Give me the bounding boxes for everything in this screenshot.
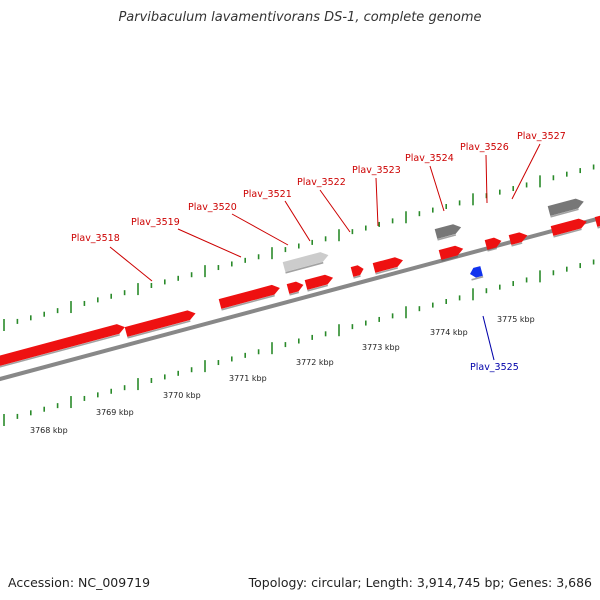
gene-arrow-body [286, 281, 304, 294]
genome-summary-text: Topology: circular; Length: 3,914,745 bp… [248, 575, 592, 590]
gene-arrow-shadow [289, 291, 300, 296]
gene-callout-line [231, 213, 289, 246]
backbone-line [0, 216, 600, 382]
gene-arrow-other-shadow [550, 208, 579, 218]
gene-label-Plav_3522: Plav_3522 [297, 177, 346, 188]
gene-callout-line [482, 315, 495, 361]
gene-callout-line [109, 246, 153, 282]
gene-label-Plav_3527: Plav_3527 [517, 131, 566, 142]
gene-arrow-shadow [221, 294, 275, 311]
gene-arrow-shadow [511, 242, 523, 247]
gene-arrow-reverse [470, 266, 484, 281]
gene-arrow [508, 232, 528, 247]
gene-arrow [218, 284, 280, 311]
gene-arrow [286, 281, 304, 296]
gene-arrow-body [594, 213, 600, 227]
gene-arrow-shadow [353, 275, 361, 279]
gene-arrow-other [434, 224, 462, 241]
gene-arrow-other-shadow [285, 261, 324, 274]
gene-arrow-body [484, 237, 502, 250]
gene-arrow [484, 237, 502, 252]
gene-arrow [304, 274, 334, 292]
gene-label-Plav_3523: Plav_3523 [352, 165, 401, 176]
gene-arrow [594, 213, 600, 229]
gene-arrow-shadow [307, 284, 329, 292]
gene-label-Plav_3518: Plav_3518 [71, 233, 120, 244]
map-title: Parvibaculum lavamentivorans DS-1, compl… [118, 10, 482, 25]
kbp-label: 3769 kbp [96, 408, 134, 417]
gene-arrow-other-body [434, 224, 462, 239]
kbp-scale-labels: 3768 kbp 3769 kbp 3770 kbp 3771 kbp 3772 kbp… [30, 315, 535, 435]
gene-arrow-reverse-shadow [471, 275, 484, 281]
gene-arrow-body [550, 218, 587, 236]
gene-arrow-body [350, 265, 364, 277]
gene-arrow-shadow [375, 267, 398, 275]
gene-arrow [124, 310, 196, 339]
gene-arrow-body [438, 245, 464, 260]
kbp-label: 3771 kbp [229, 374, 267, 383]
gene-label-Plav_3524: Plav_3524 [405, 153, 454, 164]
gene-callout-line [177, 228, 242, 258]
upper-tick-track [3, 164, 595, 331]
gene-arrow-reverse-body [470, 266, 483, 278]
gene-label-Plav_3519: Plav_3519 [131, 217, 180, 228]
genome-backbone [0, 216, 600, 382]
gene-features [0, 198, 600, 373]
gene-arrow-shadow [441, 255, 459, 262]
gene-arrow-body [0, 324, 125, 371]
gene-arrow-other [547, 198, 584, 218]
kbp-label: 3768 kbp [30, 426, 68, 435]
gene-arrow-body [218, 284, 280, 309]
gene-arrow [350, 265, 364, 279]
gene-callout-line [429, 165, 445, 212]
gene-callout-line [485, 154, 488, 204]
gene-label-callouts: Plav_3518 Plav_3519 Plav_3520 Plav_3521 Plav… [71, 131, 566, 373]
gene-arrow-other-body [282, 252, 329, 272]
gene-label-Plav_3525: Plav_3525 [470, 362, 519, 373]
gene-arrow [550, 218, 587, 238]
gene-callout-line [284, 200, 311, 242]
gene-arrow-shadow [127, 320, 191, 339]
kbp-label: 3775 kbp [497, 315, 535, 324]
lower-tick-track [3, 259, 595, 426]
gene-arrow-shadow [553, 228, 582, 238]
gene-label-Plav_3526: Plav_3526 [460, 142, 509, 153]
gene-arrow-body [508, 232, 528, 245]
gene-arrow-other-body [547, 198, 584, 216]
gene-arrow-shadow [487, 247, 498, 252]
gene-arrow-body [304, 274, 334, 290]
gene-arrow [438, 245, 464, 262]
gene-callout-line [319, 189, 351, 233]
gene-arrow [0, 324, 125, 373]
gene-arrow-body [124, 310, 196, 337]
kbp-label: 3772 kbp [296, 358, 334, 367]
gene-arrow-other [282, 252, 329, 274]
gene-arrow [372, 257, 403, 275]
gene-label-Plav_3520: Plav_3520 [188, 202, 237, 213]
gene-arrow-shadow [0, 334, 120, 373]
gene-callout-line [375, 177, 379, 227]
kbp-label: 3774 kbp [430, 328, 468, 337]
kbp-label: 3773 kbp [362, 343, 400, 352]
kbp-label: 3770 kbp [163, 391, 201, 400]
accession-text: Accession: NC_009719 [8, 575, 151, 590]
gene-callout-line [511, 143, 541, 200]
gene-arrow-body [372, 257, 403, 273]
gene-label-Plav_3521: Plav_3521 [243, 189, 292, 200]
gene-arrow-other-shadow [437, 234, 457, 241]
